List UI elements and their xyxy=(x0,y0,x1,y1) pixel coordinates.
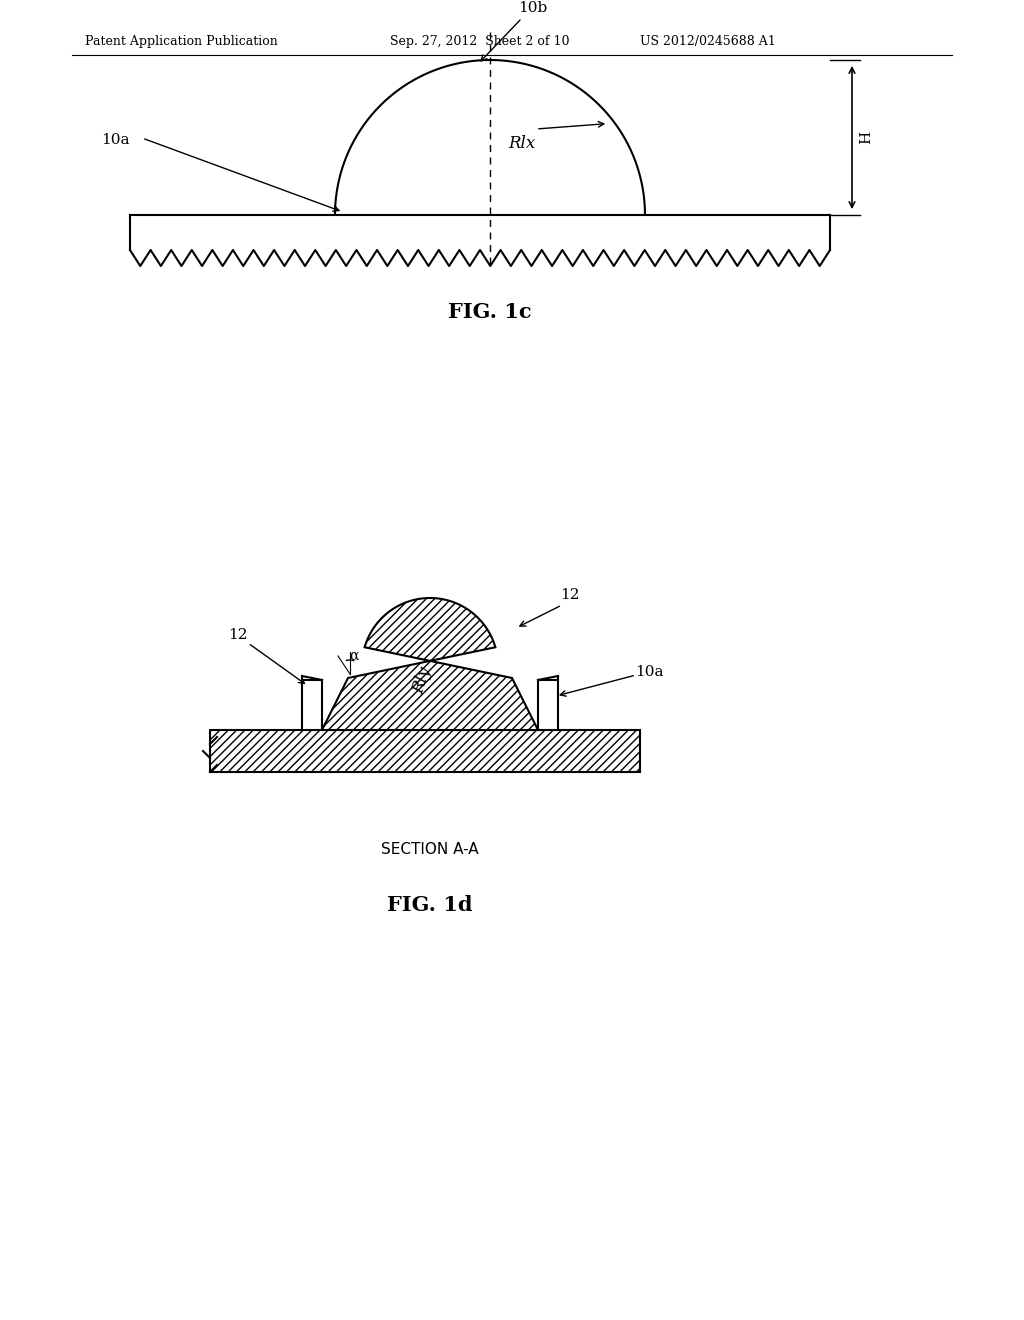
Text: Rly: Rly xyxy=(410,664,434,696)
Text: 12: 12 xyxy=(228,628,248,642)
Text: Sep. 27, 2012  Sheet 2 of 10: Sep. 27, 2012 Sheet 2 of 10 xyxy=(390,36,569,49)
Text: α: α xyxy=(349,649,358,663)
Text: H: H xyxy=(859,131,873,144)
Text: FIG. 1c: FIG. 1c xyxy=(449,302,531,322)
Text: 10a: 10a xyxy=(101,133,130,147)
Text: 10a: 10a xyxy=(635,665,664,678)
Bar xyxy=(210,730,640,772)
Text: US 2012/0245688 A1: US 2012/0245688 A1 xyxy=(640,36,776,49)
Polygon shape xyxy=(322,598,538,730)
Text: FIG. 1d: FIG. 1d xyxy=(387,895,473,915)
Text: Patent Application Publication: Patent Application Publication xyxy=(85,36,278,49)
Text: 12: 12 xyxy=(560,587,580,602)
Text: Rlx: Rlx xyxy=(508,135,536,152)
Text: 10b: 10b xyxy=(518,1,547,15)
Text: SECTION A-A: SECTION A-A xyxy=(381,842,479,858)
